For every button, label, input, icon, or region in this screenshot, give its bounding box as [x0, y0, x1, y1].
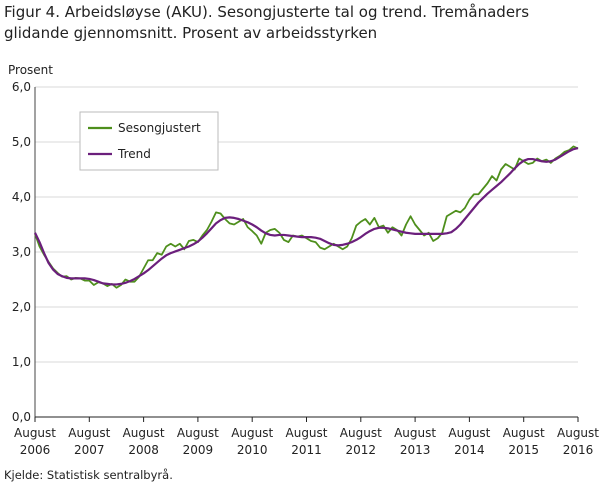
y-tick-label: 3,0 — [12, 245, 31, 259]
x-tick-label: August 2010 — [231, 426, 273, 457]
x-tick-label: August 2016 — [557, 426, 599, 457]
y-tick-label: 5,0 — [12, 135, 31, 149]
series-line — [34, 146, 579, 286]
y-tick-label: 4,0 — [12, 190, 31, 204]
chart-title: Figur 4. Arbeidsløyse (AKU). Sesongjuste… — [4, 3, 530, 42]
y-tick-label: 1,0 — [12, 355, 31, 369]
legend-box — [79, 111, 219, 171]
source-note: Kjelde: Statistisk sentralbyrå. — [4, 468, 173, 482]
y-tick-label: 0,0 — [12, 410, 31, 424]
y-axis-title: Prosent — [8, 63, 53, 77]
legend-label: Trend — [117, 147, 151, 161]
x-tick-label: August 2007 — [68, 426, 110, 457]
x-tick-label: August 2008 — [123, 426, 165, 457]
x-tick-label: August 2015 — [503, 426, 545, 457]
x-tick-label: August 2012 — [340, 426, 382, 457]
x-tick-label: August 2011 — [286, 426, 328, 457]
x-tick-label: August 2013 — [394, 426, 436, 457]
x-tick-label: August 2014 — [448, 426, 490, 457]
legend-label: Sesongjustert — [118, 121, 201, 135]
x-tick-label: August 2009 — [177, 426, 219, 457]
y-tick-label: 2,0 — [12, 300, 31, 314]
x-tick-label: August 2006 — [14, 426, 56, 457]
y-tick-label: 6,0 — [12, 80, 31, 94]
